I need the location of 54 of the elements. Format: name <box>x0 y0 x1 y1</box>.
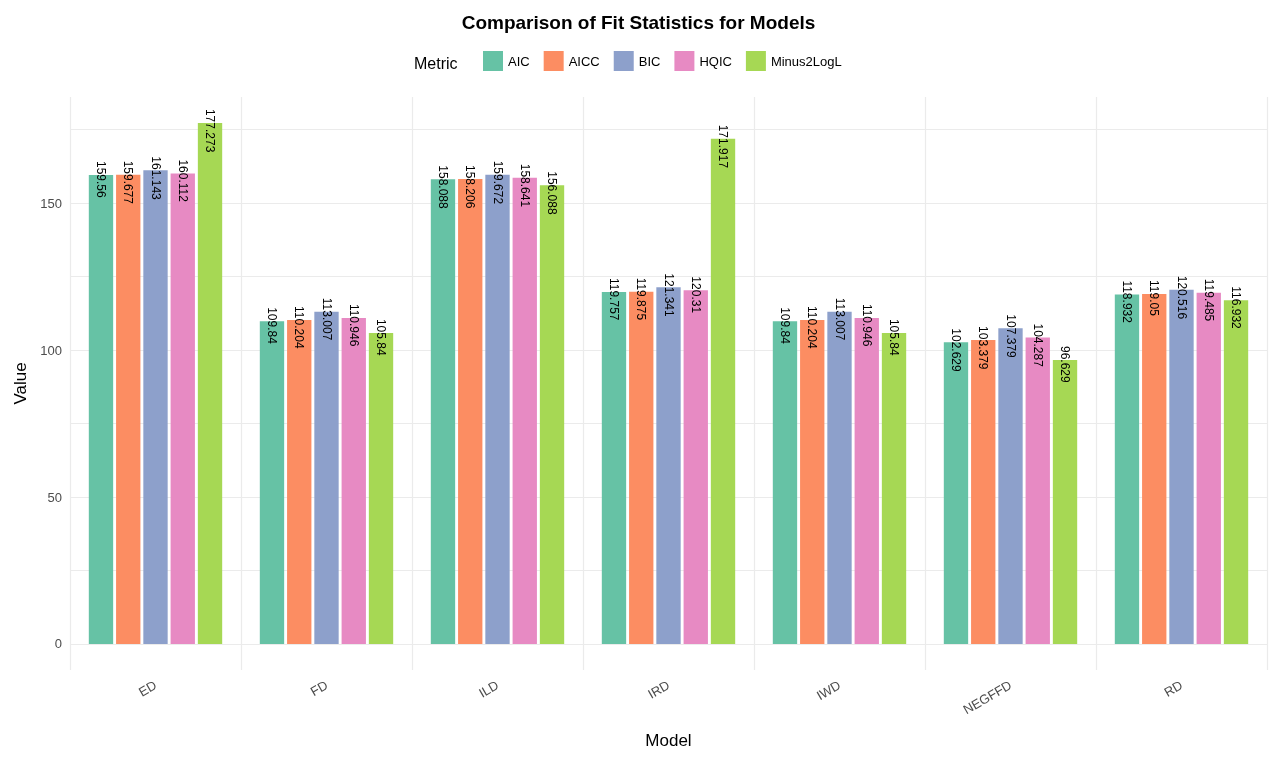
y-tick-label: 150 <box>40 195 62 211</box>
data-label: 156.088 <box>545 171 560 215</box>
data-label: 110.946 <box>859 303 874 347</box>
x-tick-label: RD <box>1161 677 1186 700</box>
legend-label: Minus2LogL <box>770 53 842 69</box>
data-label: 159.56 <box>93 161 108 199</box>
data-label: 104.287 <box>1030 323 1045 368</box>
data-label: 158.206 <box>463 164 478 209</box>
y-tick-label: 0 <box>54 636 62 652</box>
data-label: 105.84 <box>374 318 389 356</box>
data-label: 96.629 <box>1058 345 1073 383</box>
data-label: 105.84 <box>887 318 902 356</box>
data-label: 109.84 <box>777 307 792 345</box>
legend-label: BIC <box>638 53 661 69</box>
legend-label: AIC <box>508 53 530 69</box>
data-label: 160.112 <box>175 159 190 203</box>
data-label: 119.485 <box>1201 278 1216 322</box>
data-label: 113.007 <box>832 297 847 341</box>
data-label: 158.641 <box>517 163 532 208</box>
data-label: 119.757 <box>606 277 621 321</box>
data-label: 103.379 <box>976 326 991 370</box>
x-axis-title: Model <box>645 731 692 750</box>
y-tick-label: 50 <box>47 489 62 505</box>
x-tick-label: IWD <box>813 677 844 704</box>
x-tick-label: ILD <box>476 677 502 701</box>
data-label: 113.007 <box>319 297 334 341</box>
data-label: 121.341 <box>661 273 676 318</box>
x-tick-label: IRD <box>645 677 673 702</box>
legend-title: Metric <box>414 54 458 72</box>
data-label: 102.629 <box>948 328 963 373</box>
data-label: 161.143 <box>148 156 163 201</box>
data-label: 171.917 <box>716 124 731 169</box>
y-axis-title: Value <box>11 362 31 405</box>
x-tick-label: FD <box>307 677 331 700</box>
data-label: 107.379 <box>1003 314 1018 359</box>
data-label: 116.932 <box>1229 286 1244 330</box>
data-label: 119.05 <box>1147 280 1162 317</box>
data-label: 109.84 <box>264 307 279 345</box>
legend-label: HQIC <box>699 53 732 69</box>
data-label: 118.932 <box>1119 280 1134 324</box>
y-tick-label: 100 <box>40 342 62 358</box>
data-label: 159.672 <box>490 160 505 205</box>
data-label: 120.516 <box>1174 275 1189 320</box>
data-label: 158.088 <box>435 165 450 210</box>
x-tick-label: ED <box>136 677 160 700</box>
chart-title: Comparison of Fit Statistics for Models <box>461 12 816 33</box>
data-label: 110.946 <box>346 303 361 347</box>
data-label: 159.677 <box>121 160 136 205</box>
data-label: 110.204 <box>292 306 307 349</box>
data-label: 119.875 <box>634 277 649 321</box>
data-label: 177.273 <box>203 108 218 153</box>
data-label: 120.31 <box>688 276 703 314</box>
legend-label: AICC <box>568 53 600 69</box>
data-label: 110.204 <box>805 306 820 349</box>
